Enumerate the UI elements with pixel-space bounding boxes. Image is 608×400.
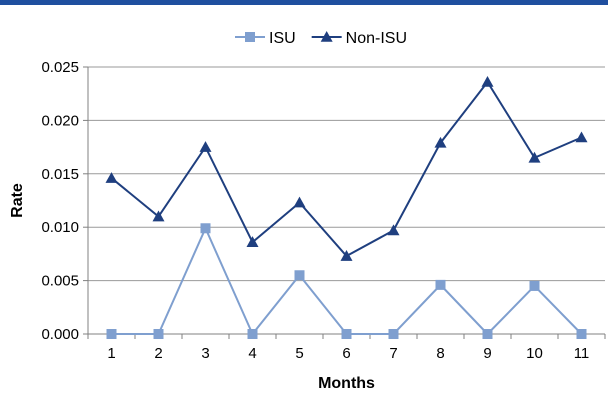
y-tick-label: 0.015 — [41, 166, 79, 183]
data-point-isu — [294, 270, 305, 281]
x-tick-label: 6 — [342, 345, 350, 362]
x-tick-labels: 1 2 3 4 5 6 7 8 9 10 11 — [107, 345, 589, 362]
x-tick-label: 11 — [574, 345, 590, 362]
x-tick-label: 5 — [295, 345, 303, 362]
series-line-isu — [111, 225, 583, 336]
data-point-isu — [529, 280, 540, 291]
data-point-non-isu — [575, 131, 588, 143]
x-tick-label: 7 — [389, 345, 397, 362]
legend-item-isu: ISU — [235, 30, 296, 47]
x-tick-label: 1 — [107, 345, 115, 362]
data-point-non-isu — [340, 250, 353, 261]
data-point-isu — [341, 329, 352, 339]
data-point-isu — [200, 223, 211, 234]
data-point-non-isu — [293, 196, 306, 208]
data-point-isu — [247, 329, 258, 339]
legend: ISU Non-ISU — [235, 30, 407, 47]
legend-marker-isu — [245, 32, 255, 42]
legend-label-isu: ISU — [269, 30, 296, 47]
y-tick-label: 0.010 — [41, 219, 79, 236]
data-point-non-isu — [481, 75, 494, 87]
legend-marker-non-isu — [320, 31, 333, 42]
data-point-non-isu — [528, 151, 541, 163]
data-point-non-isu — [105, 172, 118, 183]
x-tick-label: 3 — [201, 345, 209, 362]
data-point-non-isu — [387, 224, 400, 236]
x-tick-label: 9 — [483, 345, 491, 362]
data-point-isu — [482, 329, 493, 339]
data-point-non-isu — [152, 210, 165, 222]
data-point-non-isu — [434, 136, 447, 148]
series-isu — [106, 223, 587, 339]
y-tick-label: 0.005 — [41, 273, 79, 290]
data-point-isu — [106, 329, 117, 339]
data-point-isu — [388, 329, 399, 339]
data-point-isu — [435, 279, 446, 290]
data-point-non-isu — [199, 141, 212, 152]
legend-item-non-isu: Non-ISU — [311, 30, 407, 47]
y-tick-label: 0.000 — [41, 326, 79, 343]
y-tick-labels: 0.000 0.005 0.010 0.015 0.020 0.025 — [41, 59, 79, 343]
top-rule — [0, 0, 608, 5]
data-point-isu — [153, 329, 164, 339]
y-tick-label: 0.025 — [41, 59, 79, 76]
series-line-non-isu — [110, 80, 582, 258]
legend-label-non-isu: Non-ISU — [346, 30, 407, 47]
y-tick-label: 0.020 — [41, 112, 79, 129]
data-point-non-isu — [246, 236, 259, 247]
y-axis-title: Rate — [9, 183, 26, 218]
x-tick-label: 10 — [526, 345, 543, 362]
x-tick-label: 8 — [436, 345, 444, 362]
axes — [83, 66, 606, 339]
x-axis-title: Months — [318, 375, 375, 392]
x-tick-label: 4 — [248, 345, 256, 362]
x-tick-label: 2 — [154, 345, 162, 362]
series-group — [105, 75, 588, 339]
series-non-isu — [105, 75, 588, 261]
data-point-isu — [576, 329, 587, 339]
